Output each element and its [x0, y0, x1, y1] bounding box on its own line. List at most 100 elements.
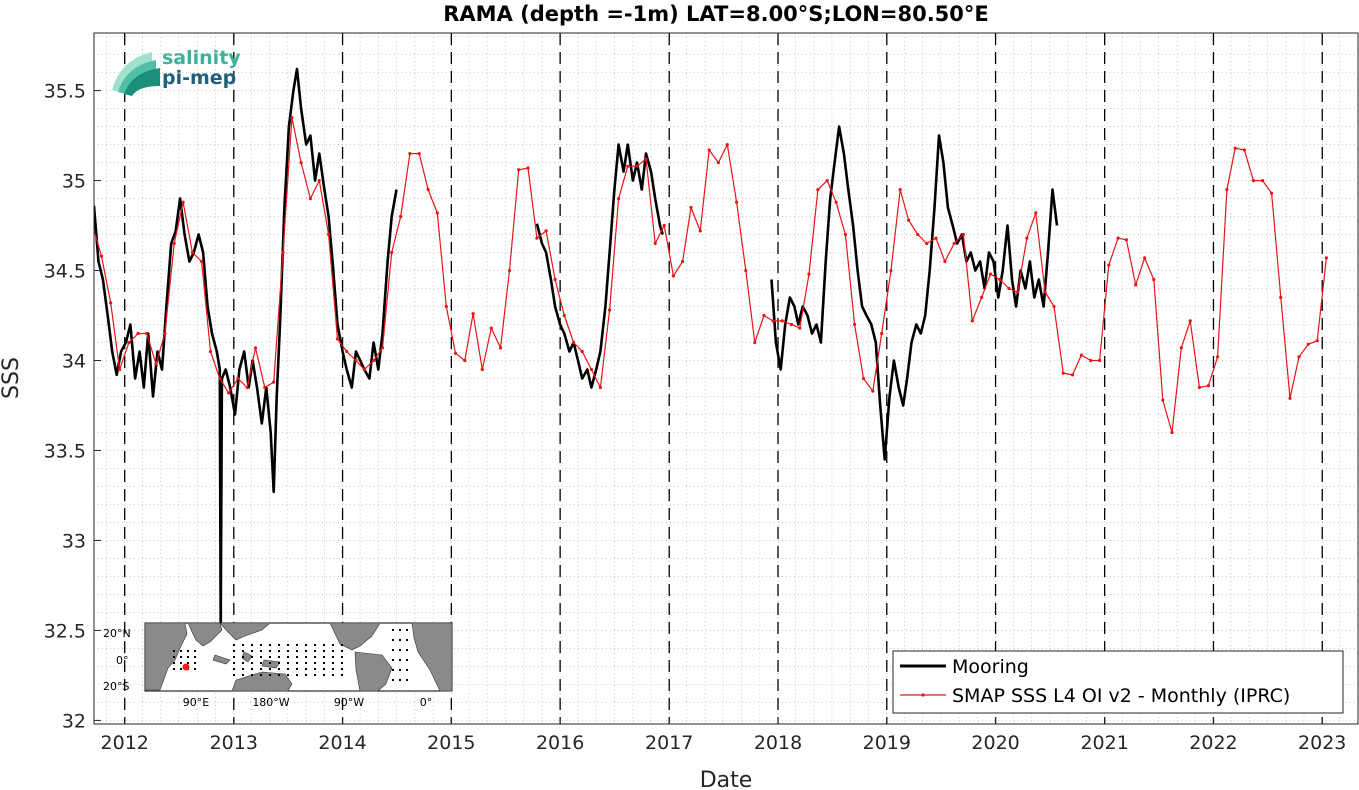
inset-mooring-dot — [305, 650, 307, 652]
inset-lon-label-90w: 90°W — [334, 696, 364, 709]
inset-mooring-dot — [314, 662, 316, 664]
smap-data-point — [480, 367, 484, 372]
y-tick-label: 35.5 — [44, 81, 86, 103]
smap-data-point — [200, 259, 204, 264]
smap-data-point — [489, 326, 493, 330]
inset-mooring-dot — [323, 674, 325, 676]
y-axis-label: SSS — [0, 357, 24, 399]
smap-data-point — [253, 346, 258, 350]
smap-data-point — [1116, 236, 1120, 240]
inset-mooring-dot — [323, 662, 325, 664]
inset-mooring-dot — [269, 674, 271, 676]
inset-mooring-dot — [305, 662, 307, 664]
inset-mooring-dot — [251, 662, 253, 664]
smap-data-point — [308, 197, 312, 201]
inset-lon-label-90e: 90°E — [183, 696, 209, 709]
smap-data-point — [980, 295, 984, 300]
inset-mooring-dot — [323, 656, 325, 658]
inset-mooring-dot — [173, 668, 175, 670]
smap-data-point — [127, 340, 131, 345]
plot-frame — [93, 32, 1359, 725]
inset-mooring-dot — [332, 644, 334, 646]
x-tick-label: 2023 — [1298, 732, 1346, 754]
inset-mooring-dot — [180, 668, 182, 670]
smap-data-point — [1324, 256, 1328, 260]
smap-data-point — [1061, 371, 1065, 375]
chart-title: RAMA (depth =-1m) LAT=8.00°S;LON=80.50°E — [443, 2, 989, 26]
x-tick-label: 2020 — [971, 732, 1019, 754]
smap-data-point — [1070, 373, 1075, 377]
smap-data-point — [263, 385, 267, 390]
inset-mooring-dot — [278, 674, 280, 676]
inset-mooring-dot — [233, 644, 235, 646]
smap-data-point — [1288, 396, 1292, 400]
inset-mooring-dot — [406, 659, 408, 661]
inset-mooring-dot — [242, 668, 244, 670]
inset-mooring-dot — [173, 650, 175, 652]
x-tick-label: 2016 — [536, 732, 584, 754]
smap-data-point — [925, 241, 929, 246]
inset-mooring-dot — [392, 639, 394, 641]
inset-mooring-dot — [187, 650, 189, 652]
inset-mooring-dot — [399, 649, 401, 651]
smap-data-point — [517, 168, 521, 172]
smap-data-point — [507, 268, 512, 273]
inset-mooring-dot — [287, 656, 289, 658]
inset-mooring-dot — [392, 629, 394, 631]
smap-data-point — [1152, 277, 1156, 282]
smap-data-point — [109, 301, 113, 305]
inset-lat-label-20n: 20°N — [103, 627, 131, 640]
smap-data-point — [181, 200, 185, 204]
inset-mooring-dot — [269, 662, 271, 664]
inset-map-ocean — [144, 622, 453, 692]
smap-data-point — [354, 358, 358, 363]
inset-mooring-dot — [180, 662, 182, 664]
smap-data-point — [526, 166, 530, 170]
smap-data-point — [408, 152, 412, 156]
smap-data-point — [771, 319, 775, 323]
inset-mooring-dot — [323, 644, 325, 646]
smap-data-point — [535, 236, 539, 240]
inset-mooring-dot — [399, 669, 401, 671]
inset-mooring-dot — [187, 662, 189, 664]
smap-data-point — [1107, 263, 1111, 267]
smap-data-point — [498, 346, 503, 350]
smap-data-point — [1179, 346, 1183, 350]
smap-data-point — [934, 236, 938, 240]
inset-mooring-dot — [233, 674, 235, 676]
smap-data-point — [1052, 304, 1056, 309]
inset-mooring-dot — [341, 662, 343, 664]
smap-data-point — [218, 376, 222, 381]
inset-mooring-dot — [341, 656, 343, 658]
inset-mooring-dot — [194, 662, 196, 664]
inset-mooring-dot — [296, 650, 298, 652]
inset-mooring-dot — [242, 644, 244, 646]
inset-mooring-dot — [332, 650, 334, 652]
x-axis-ticks: 2012 2013 2014 2015 2016 2017 2018 2019 2020 2021… — [101, 717, 1346, 754]
smap-data-point — [617, 197, 621, 201]
smap-data-point — [1161, 398, 1165, 402]
inset-mooring-dot — [269, 644, 271, 646]
inset-mooring-dot — [260, 644, 262, 646]
inset-lat-label-20s: 20°S — [103, 680, 129, 693]
x-tick-label: 2018 — [754, 732, 802, 754]
x-tick-label: 2015 — [427, 732, 475, 754]
inset-mooring-dot — [278, 668, 280, 670]
inset-mooring-dot — [406, 679, 408, 681]
smap-data-point — [1170, 430, 1174, 435]
inset-mooring-dot — [305, 644, 307, 646]
inset-mooring-dot — [278, 650, 280, 652]
smap-data-point — [1251, 179, 1255, 183]
inset-mooring-dot — [323, 650, 325, 652]
mooring-series-line — [535, 143, 664, 389]
smap-data-point — [136, 331, 140, 336]
smap-data-point — [1270, 191, 1274, 195]
inset-mooring-dot — [287, 662, 289, 664]
y-tick-label: 32 — [62, 710, 86, 732]
smap-data-point — [1297, 355, 1301, 359]
inset-mooring-dot — [332, 656, 334, 658]
smap-data-point — [689, 205, 693, 210]
smap-data-point — [880, 331, 884, 336]
y-tick-label: 35 — [62, 171, 86, 193]
